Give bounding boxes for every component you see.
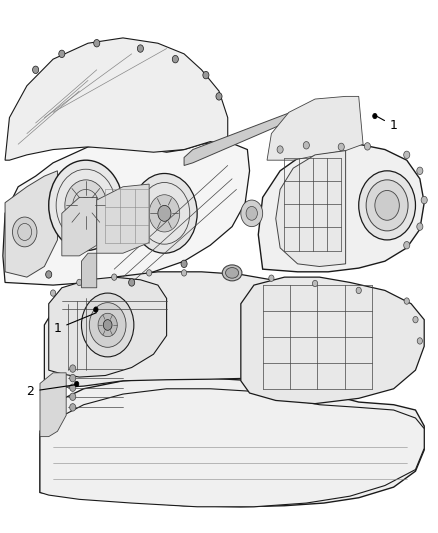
Circle shape	[359, 171, 416, 240]
Circle shape	[172, 55, 178, 63]
Circle shape	[366, 180, 408, 231]
Circle shape	[404, 151, 410, 159]
Circle shape	[225, 272, 230, 278]
Circle shape	[85, 277, 91, 285]
Circle shape	[65, 180, 107, 231]
Circle shape	[50, 290, 56, 296]
Circle shape	[246, 206, 258, 220]
Circle shape	[70, 365, 76, 372]
Polygon shape	[3, 142, 250, 285]
Circle shape	[138, 45, 144, 52]
Ellipse shape	[222, 265, 242, 281]
Circle shape	[103, 320, 112, 330]
Polygon shape	[62, 197, 97, 256]
Polygon shape	[5, 38, 228, 160]
Ellipse shape	[226, 268, 239, 278]
Text: 1: 1	[377, 116, 398, 132]
Circle shape	[417, 338, 423, 344]
Polygon shape	[184, 110, 297, 165]
Circle shape	[112, 274, 117, 280]
Circle shape	[70, 384, 76, 391]
Circle shape	[94, 39, 100, 47]
Circle shape	[158, 205, 171, 221]
Circle shape	[70, 393, 76, 400]
Circle shape	[49, 160, 123, 251]
Circle shape	[12, 217, 37, 247]
Circle shape	[70, 403, 76, 411]
Polygon shape	[81, 253, 97, 288]
Circle shape	[79, 197, 92, 213]
Circle shape	[373, 114, 377, 119]
Circle shape	[94, 307, 98, 312]
Circle shape	[277, 146, 283, 154]
Circle shape	[77, 279, 82, 286]
Polygon shape	[5, 171, 57, 277]
Circle shape	[269, 275, 274, 281]
Polygon shape	[40, 389, 424, 507]
Polygon shape	[49, 277, 166, 377]
Circle shape	[132, 173, 197, 253]
Polygon shape	[276, 151, 346, 266]
Circle shape	[81, 293, 134, 357]
Circle shape	[129, 279, 135, 286]
Circle shape	[98, 313, 117, 337]
Polygon shape	[267, 96, 363, 160]
Circle shape	[413, 317, 418, 323]
Circle shape	[375, 190, 399, 220]
Text: 2: 2	[26, 385, 74, 398]
Circle shape	[147, 270, 152, 276]
Circle shape	[74, 381, 79, 386]
Circle shape	[181, 270, 187, 276]
Circle shape	[417, 167, 423, 174]
Polygon shape	[241, 277, 424, 403]
Circle shape	[149, 195, 180, 232]
Polygon shape	[40, 378, 424, 507]
Circle shape	[356, 287, 361, 294]
Polygon shape	[44, 272, 319, 389]
Polygon shape	[97, 184, 149, 253]
Circle shape	[404, 241, 410, 249]
Circle shape	[46, 271, 52, 278]
Circle shape	[417, 223, 423, 230]
Circle shape	[181, 260, 187, 268]
Circle shape	[312, 280, 318, 287]
Circle shape	[364, 143, 371, 150]
Polygon shape	[258, 144, 424, 272]
Polygon shape	[40, 373, 66, 437]
Circle shape	[59, 50, 65, 58]
Circle shape	[89, 303, 126, 348]
Circle shape	[203, 71, 209, 79]
Circle shape	[338, 143, 344, 151]
Circle shape	[404, 298, 410, 304]
Circle shape	[70, 374, 76, 382]
Circle shape	[32, 66, 39, 74]
Circle shape	[421, 196, 427, 204]
Circle shape	[216, 93, 222, 100]
Circle shape	[241, 200, 263, 227]
Circle shape	[303, 142, 309, 149]
Text: 1: 1	[53, 313, 96, 335]
